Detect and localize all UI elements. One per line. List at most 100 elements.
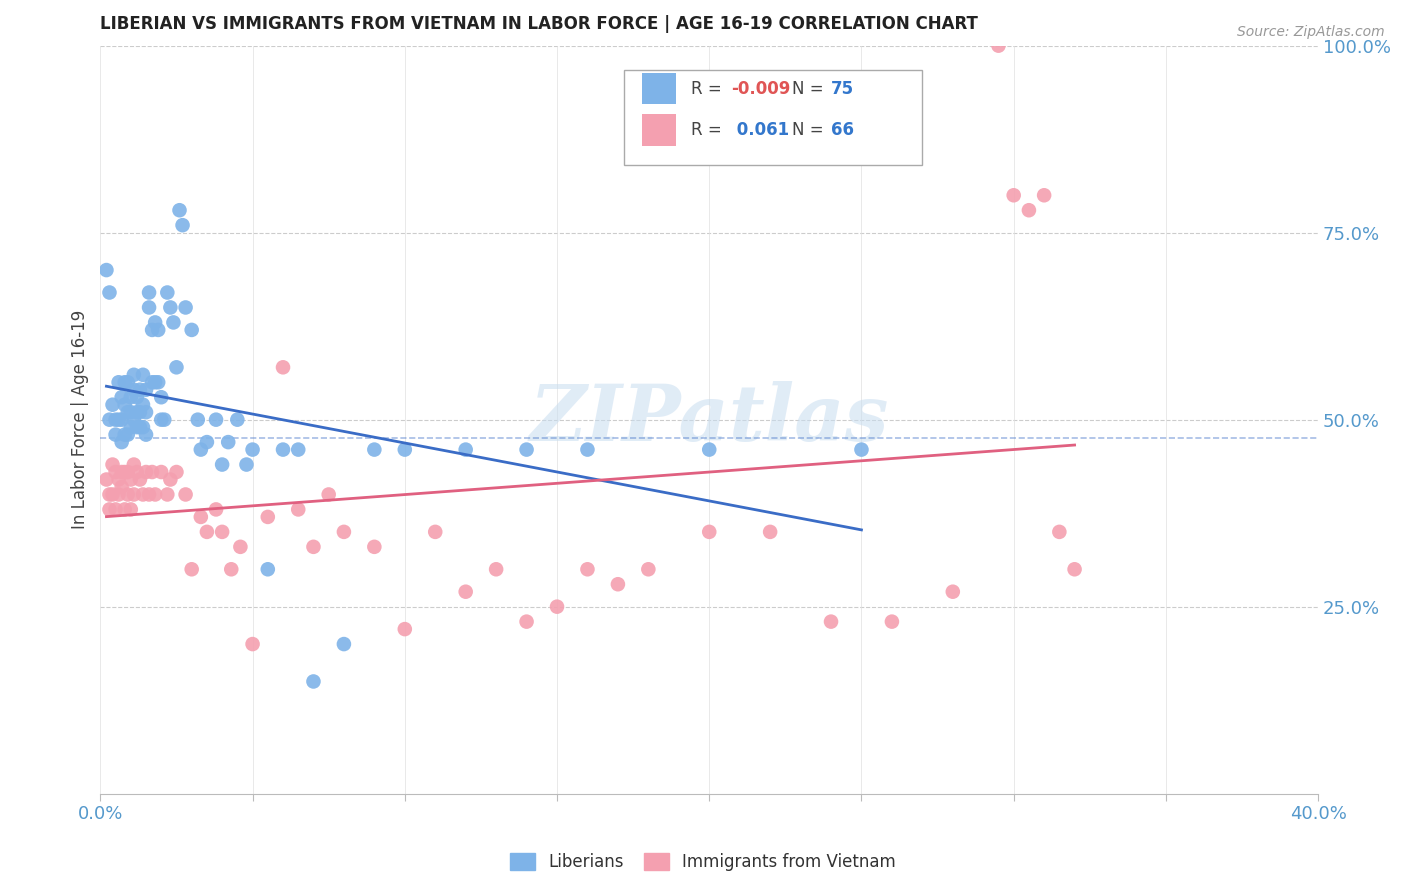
Point [172, 218, 194, 232]
Point [111, 412, 134, 426]
Point [141, 465, 163, 479]
Point [117, 376, 139, 390]
Point [256, 562, 278, 576]
Point [880, 615, 903, 629]
Text: R =: R = [690, 79, 727, 97]
Y-axis label: In Labor Force | Age 16-19: In Labor Force | Age 16-19 [72, 310, 89, 529]
Point [235, 458, 257, 472]
Point [174, 301, 197, 315]
Point [1002, 188, 1025, 202]
Point [120, 473, 142, 487]
Point [98, 487, 121, 501]
Point [226, 412, 249, 426]
Point [697, 442, 720, 457]
Point [256, 509, 278, 524]
Point [205, 412, 228, 426]
Point [138, 487, 160, 501]
Point [485, 562, 508, 576]
Point [180, 323, 202, 337]
Point [120, 502, 142, 516]
Point [98, 412, 121, 426]
Point [637, 562, 659, 576]
Point [111, 480, 134, 494]
Point [101, 398, 124, 412]
Text: 75: 75 [831, 79, 855, 97]
Point [211, 458, 233, 472]
Point [98, 285, 121, 300]
Point [318, 487, 340, 501]
Point [153, 412, 176, 426]
Point [242, 442, 264, 457]
Point [180, 562, 202, 576]
Point [576, 562, 599, 576]
Point [205, 502, 228, 516]
Point [141, 323, 163, 337]
Point [117, 465, 139, 479]
Point [162, 315, 184, 329]
Point [111, 390, 134, 404]
Point [125, 390, 148, 404]
Point [114, 502, 136, 516]
Point [287, 442, 309, 457]
Point [117, 427, 139, 442]
Point [143, 315, 166, 329]
Point [138, 301, 160, 315]
Point [302, 540, 325, 554]
Point [150, 390, 173, 404]
Point [242, 637, 264, 651]
Point [107, 487, 129, 501]
Text: R =: R = [690, 121, 727, 139]
Text: N =: N = [792, 121, 830, 139]
Point [111, 435, 134, 450]
Point [104, 502, 127, 516]
Point [1063, 562, 1085, 576]
Point [135, 465, 157, 479]
Point [138, 285, 160, 300]
Point [125, 465, 148, 479]
Point [150, 465, 173, 479]
Point [122, 458, 145, 472]
Point [107, 376, 129, 390]
Point [166, 360, 188, 375]
Point [122, 368, 145, 382]
Point [333, 524, 356, 539]
Point [190, 442, 212, 457]
Point [148, 376, 170, 390]
Point [132, 398, 155, 412]
Point [117, 405, 139, 419]
Point [98, 502, 121, 516]
Point [425, 524, 447, 539]
Point [195, 435, 218, 450]
Text: 0.061: 0.061 [731, 121, 789, 139]
Point [156, 285, 179, 300]
Point [271, 442, 294, 457]
Point [122, 412, 145, 426]
Point [132, 368, 155, 382]
Point [101, 458, 124, 472]
Text: LIBERIAN VS IMMIGRANTS FROM VIETNAM IN LABOR FORCE | AGE 16-19 CORRELATION CHART: LIBERIAN VS IMMIGRANTS FROM VIETNAM IN L… [100, 15, 979, 33]
Point [120, 390, 142, 404]
Point [217, 435, 239, 450]
Point [576, 442, 599, 457]
Point [851, 442, 873, 457]
Point [96, 473, 118, 487]
Point [135, 383, 157, 397]
Point [114, 398, 136, 412]
Point [129, 383, 152, 397]
Point [1018, 203, 1040, 218]
Point [159, 473, 181, 487]
Point [174, 487, 197, 501]
Point [125, 405, 148, 419]
Point [107, 473, 129, 487]
Point [104, 465, 127, 479]
Point [219, 562, 242, 576]
Point [516, 442, 538, 457]
Point [107, 412, 129, 426]
Point [135, 427, 157, 442]
FancyBboxPatch shape [643, 114, 676, 145]
Point [454, 442, 477, 457]
Point [987, 38, 1010, 53]
Point [114, 427, 136, 442]
Point [190, 509, 212, 524]
FancyBboxPatch shape [643, 73, 676, 104]
